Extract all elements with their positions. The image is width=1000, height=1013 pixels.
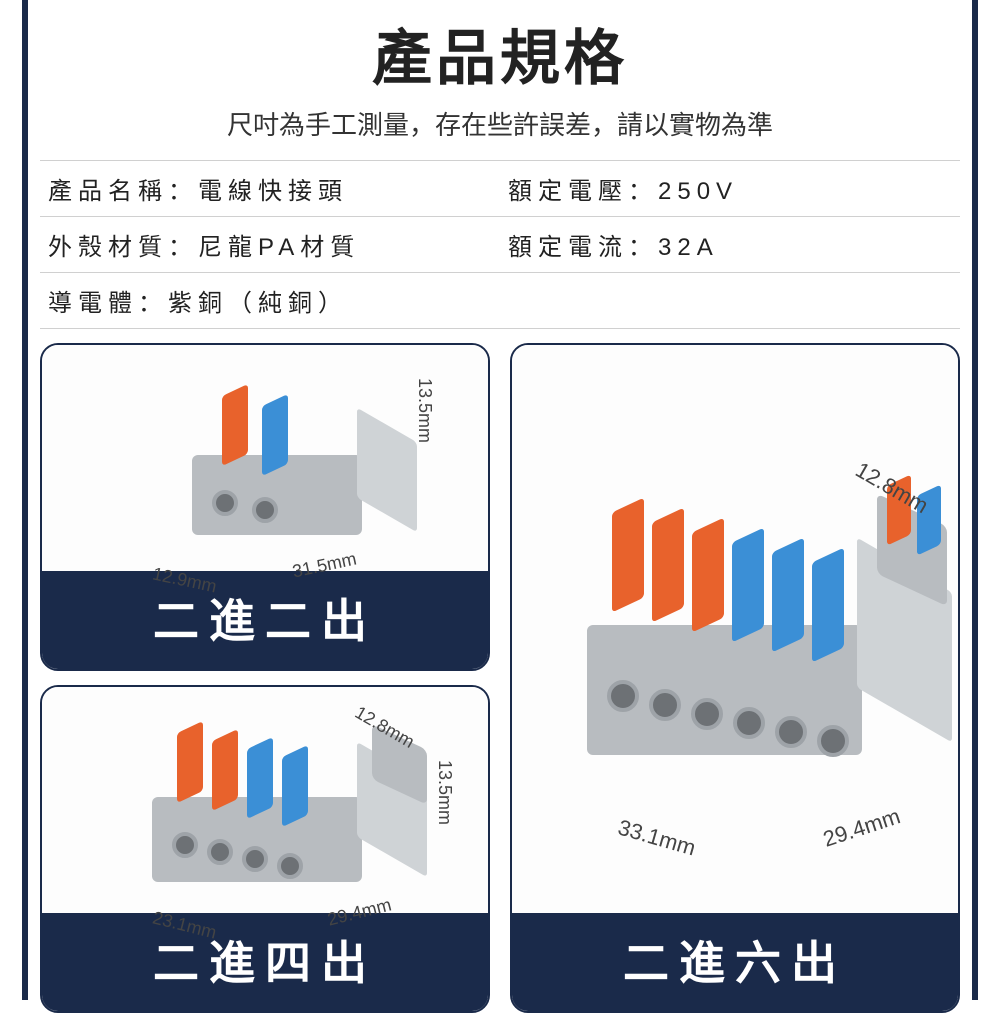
page-subtitle: 尺吋為手工測量，存在些許誤差，請以實物為準 bbox=[28, 105, 972, 142]
spec-row: 產品名稱：電線快接頭 額定電壓：250V bbox=[40, 160, 960, 217]
product-grid: 13.5mm 31.5mm 12.9mm 二進二出 bbox=[40, 343, 960, 1013]
spec-current: 額定電流：32A bbox=[500, 217, 960, 272]
product-image: 13.5mm 31.5mm 12.9mm bbox=[42, 345, 488, 571]
spec-material: 外殼材質：尼龍PA材質 bbox=[40, 217, 500, 272]
spec-conductor: 導電體：紫銅（純銅） bbox=[40, 273, 500, 328]
dim-h2: 13.5mm bbox=[434, 760, 455, 825]
dim-h2: 13.5mm bbox=[954, 563, 960, 642]
product-image: 12.8mm 13.5mm 29.4mm 23.1mm bbox=[42, 687, 488, 913]
product-card-2in6out: 12.8mm 13.5mm 29.4mm 33.1mm 二進六出 bbox=[510, 343, 960, 1013]
product-card-2in4out: 12.8mm 13.5mm 29.4mm 23.1mm 二進四出 bbox=[40, 685, 490, 1013]
product-label: 二進六出 bbox=[512, 913, 958, 1011]
spec-empty bbox=[500, 273, 960, 328]
product-image: 12.8mm 13.5mm 29.4mm 33.1mm bbox=[512, 345, 958, 913]
left-column: 13.5mm 31.5mm 12.9mm 二進二出 bbox=[40, 343, 490, 1013]
page-title: 產品規格 bbox=[28, 0, 972, 97]
spec-voltage: 額定電壓：250V bbox=[500, 161, 960, 216]
spec-row: 外殼材質：尼龍PA材質 額定電流：32A bbox=[40, 217, 960, 273]
outer-frame: 產品規格 尺吋為手工測量，存在些許誤差，請以實物為準 產品名稱：電線快接頭 額定… bbox=[22, 0, 978, 1000]
product-label: 二進四出 bbox=[42, 913, 488, 1011]
dim-height: 13.5mm bbox=[414, 378, 435, 443]
product-card-2in2out: 13.5mm 31.5mm 12.9mm 二進二出 bbox=[40, 343, 490, 671]
spec-row: 導電體：紫銅（純銅） bbox=[40, 273, 960, 329]
spec-name: 產品名稱：電線快接頭 bbox=[40, 161, 500, 216]
product-label: 二進二出 bbox=[42, 571, 488, 669]
dim-length: 29.4mm bbox=[820, 803, 904, 852]
spec-table: 產品名稱：電線快接頭 額定電壓：250V 外殼材質：尼龍PA材質 額定電流：32… bbox=[40, 160, 960, 329]
dim-width: 33.1mm bbox=[615, 815, 699, 862]
right-column: 12.8mm 13.5mm 29.4mm 33.1mm 二進六出 bbox=[510, 343, 960, 1013]
